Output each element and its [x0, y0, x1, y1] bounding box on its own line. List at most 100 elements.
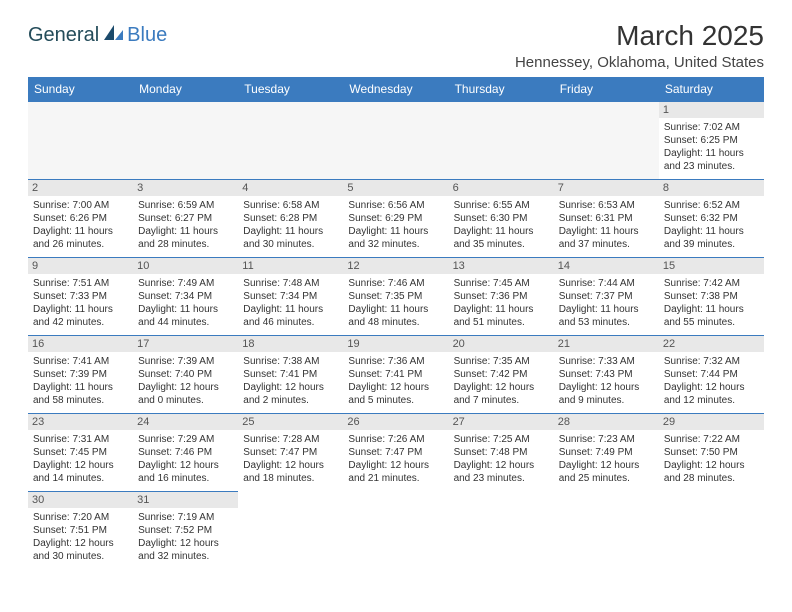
calendar-day-cell: 23Sunrise: 7:31 AMSunset: 7:45 PMDayligh… — [28, 414, 133, 492]
sunset-text: Sunset: 7:52 PM — [138, 524, 233, 537]
day-number: 17 — [133, 336, 238, 352]
daylight-text: Daylight: 12 hours and 5 minutes. — [348, 381, 443, 407]
calendar-day-cell: 13Sunrise: 7:45 AMSunset: 7:36 PMDayligh… — [449, 258, 554, 336]
day-number: 21 — [554, 336, 659, 352]
calendar-day-cell — [238, 102, 343, 180]
calendar-day-cell — [449, 492, 554, 570]
daylight-text: Daylight: 11 hours and 37 minutes. — [559, 225, 654, 251]
sunset-text: Sunset: 6:25 PM — [664, 134, 759, 147]
calendar-day-cell: 7Sunrise: 6:53 AMSunset: 6:31 PMDaylight… — [554, 180, 659, 258]
day-number: 14 — [554, 258, 659, 274]
day-number: 15 — [659, 258, 764, 274]
calendar-day-cell — [133, 102, 238, 180]
calendar-week-row: 16Sunrise: 7:41 AMSunset: 7:39 PMDayligh… — [28, 336, 764, 414]
sunset-text: Sunset: 7:37 PM — [559, 290, 654, 303]
day-number: 13 — [449, 258, 554, 274]
sunrise-text: Sunrise: 7:00 AM — [33, 199, 128, 212]
daylight-text: Daylight: 12 hours and 7 minutes. — [454, 381, 549, 407]
sunrise-text: Sunrise: 7:26 AM — [348, 433, 443, 446]
sunset-text: Sunset: 7:48 PM — [454, 446, 549, 459]
calendar-week-row: 23 Sunrise: 7:31 AMSunset: 7:45 PM Dayligh… — [28, 414, 764, 492]
calendar-week-row: 2Sunrise: 7:00 AMSunset: 6:26 PMDaylight… — [28, 180, 764, 258]
sunset-text: Sunset: 7:34 PM — [243, 290, 338, 303]
calendar-day-cell: 14Sunrise: 7:44 AMSunset: 7:37 PMDayligh… — [554, 258, 659, 336]
weekday-header-row: Sunday Monday Tuesday Wednesday Thursday… — [28, 77, 764, 102]
daylight-text: Daylight: 12 hours and 18 minutes. — [243, 459, 338, 485]
day-number: 28 — [554, 414, 659, 430]
calendar-day-cell — [554, 102, 659, 180]
sunrise-text: Sunrise: 6:58 AM — [243, 199, 338, 212]
daylight-text: Daylight: 11 hours and 39 minutes. — [664, 225, 759, 251]
sunset-text: Sunset: 7:44 PM — [664, 368, 759, 381]
day-number: 16 — [28, 336, 133, 352]
calendar-day-cell: 12Sunrise: 7:46 AMSunset: 7:35 PMDayligh… — [343, 258, 448, 336]
sunrise-text: Sunrise: 7:39 AM — [138, 355, 233, 368]
sunset-text: Sunset: 7:38 PM — [664, 290, 759, 303]
day-number: 23 — [28, 414, 133, 430]
logo-sail-icon — [103, 24, 125, 47]
sunrise-text: Sunrise: 7:42 AM — [664, 277, 759, 290]
sunrise-text: Sunrise: 7:25 AM — [454, 433, 549, 446]
sunrise-text: Sunrise: 7:02 AM — [664, 121, 759, 134]
day-number: 22 — [659, 336, 764, 352]
daylight-text: Daylight: 12 hours and 12 minutes. — [664, 381, 759, 407]
calendar-day-cell: 3 Sunrise: 6:59 AMSunset: 6:27 PMDaylight… — [133, 180, 238, 258]
sunrise-text: Sunrise: 7:20 AM — [33, 511, 128, 524]
location-subtitle: Hennessey, Oklahoma, United States — [515, 54, 764, 71]
sunrise-text: Sunrise: 6:52 AM — [664, 199, 759, 212]
sunrise-text: Sunrise: 7:32 AM — [664, 355, 759, 368]
daylight-text: Daylight: 12 hours and 21 minutes. — [348, 459, 443, 485]
sunset-text: Sunset: 7:41 PM — [243, 368, 338, 381]
sunset-text: Sunset: 7:45 PM — [33, 446, 128, 459]
calendar-day-cell: 30Sunrise: 7:20 AMSunset: 7:51 PMDayligh… — [28, 492, 133, 570]
daylight-text: Daylight: 12 hours and 32 minutes. — [138, 537, 233, 563]
calendar-day-cell: 17Sunrise: 7:39 AMSunset: 7:40 PMDayligh… — [133, 336, 238, 414]
calendar-week-row: 30Sunrise: 7:20 AMSunset: 7:51 PMDayligh… — [28, 492, 764, 570]
daylight-text: Daylight: 11 hours and 30 minutes. — [243, 225, 338, 251]
daylight-text: Daylight: 11 hours and 53 minutes. — [559, 303, 654, 329]
weekday-header: Wednesday — [343, 77, 448, 102]
daylight-text: Daylight: 12 hours and 16 minutes. — [138, 459, 233, 485]
sunrise-text: Sunrise: 7:41 AM — [33, 355, 128, 368]
calendar-day-cell: 18Sunrise: 7:38 AMSunset: 7:41 PMDayligh… — [238, 336, 343, 414]
sunrise-text: Sunrise: 7:36 AM — [348, 355, 443, 368]
calendar-day-cell — [554, 492, 659, 570]
sunrise-text: Sunrise: 7:31 AM — [33, 433, 128, 446]
daylight-text: Daylight: 12 hours and 30 minutes. — [33, 537, 128, 563]
sunrise-text: Sunrise: 7:28 AM — [243, 433, 338, 446]
day-number: 9 — [28, 258, 133, 274]
sunrise-text: Sunrise: 7:46 AM — [348, 277, 443, 290]
day-number: 3 — [133, 180, 238, 196]
weekday-header: Saturday — [659, 77, 764, 102]
calendar-body: 1Sunrise: 7:02 AMSunset: 6:25 PMDaylight… — [28, 102, 764, 570]
sunset-text: Sunset: 6:27 PM — [138, 212, 233, 225]
sunset-text: Sunset: 6:30 PM — [454, 212, 549, 225]
daylight-text: Daylight: 11 hours and 44 minutes. — [138, 303, 233, 329]
sunrise-text: Sunrise: 6:59 AM — [138, 199, 233, 212]
sunrise-text: Sunrise: 7:49 AM — [138, 277, 233, 290]
daylight-text: Daylight: 11 hours and 58 minutes. — [33, 381, 128, 407]
daylight-text: Daylight: 11 hours and 32 minutes. — [348, 225, 443, 251]
daylight-text: Daylight: 11 hours and 35 minutes. — [454, 225, 549, 251]
sunset-text: Sunset: 7:39 PM — [33, 368, 128, 381]
calendar-day-cell: 16 Sunrise: 7:41 AMSunset: 7:39 PMDayligh… — [28, 336, 133, 414]
weekday-header: Friday — [554, 77, 659, 102]
calendar-day-cell: 26Sunrise: 7:26 AMSunset: 7:47 PMDayligh… — [343, 414, 448, 492]
day-number: 31 — [133, 492, 238, 508]
title-block: March 2025 Hennessey, Oklahoma, United S… — [515, 20, 764, 71]
daylight-text: Daylight: 11 hours and 28 minutes. — [138, 225, 233, 251]
sunset-text: Sunset: 7:47 PM — [243, 446, 338, 459]
sunrise-text: Sunrise: 7:33 AM — [559, 355, 654, 368]
day-number: 12 — [343, 258, 448, 274]
sunrise-text: Sunrise: 6:56 AM — [348, 199, 443, 212]
calendar-table: Sunday Monday Tuesday Wednesday Thursday… — [28, 77, 764, 570]
calendar-day-cell: 15Sunrise: 7:42 AMSunset: 7:38 PMDayligh… — [659, 258, 764, 336]
calendar-day-cell: 24Sunrise: 7:29 AMSunset: 7:46 PMDayligh… — [133, 414, 238, 492]
calendar-day-cell — [238, 492, 343, 570]
calendar-day-cell: 19Sunrise: 7:36 AMSunset: 7:41 PMDayligh… — [343, 336, 448, 414]
day-number: 18 — [238, 336, 343, 352]
day-number: 27 — [449, 414, 554, 430]
daylight-text: Daylight: 11 hours and 51 minutes. — [454, 303, 549, 329]
calendar-day-cell: 28Sunrise: 7:23 AMSunset: 7:49 PMDayligh… — [554, 414, 659, 492]
page-header: General Blue March 2025 Hennessey, Oklah… — [28, 20, 764, 71]
